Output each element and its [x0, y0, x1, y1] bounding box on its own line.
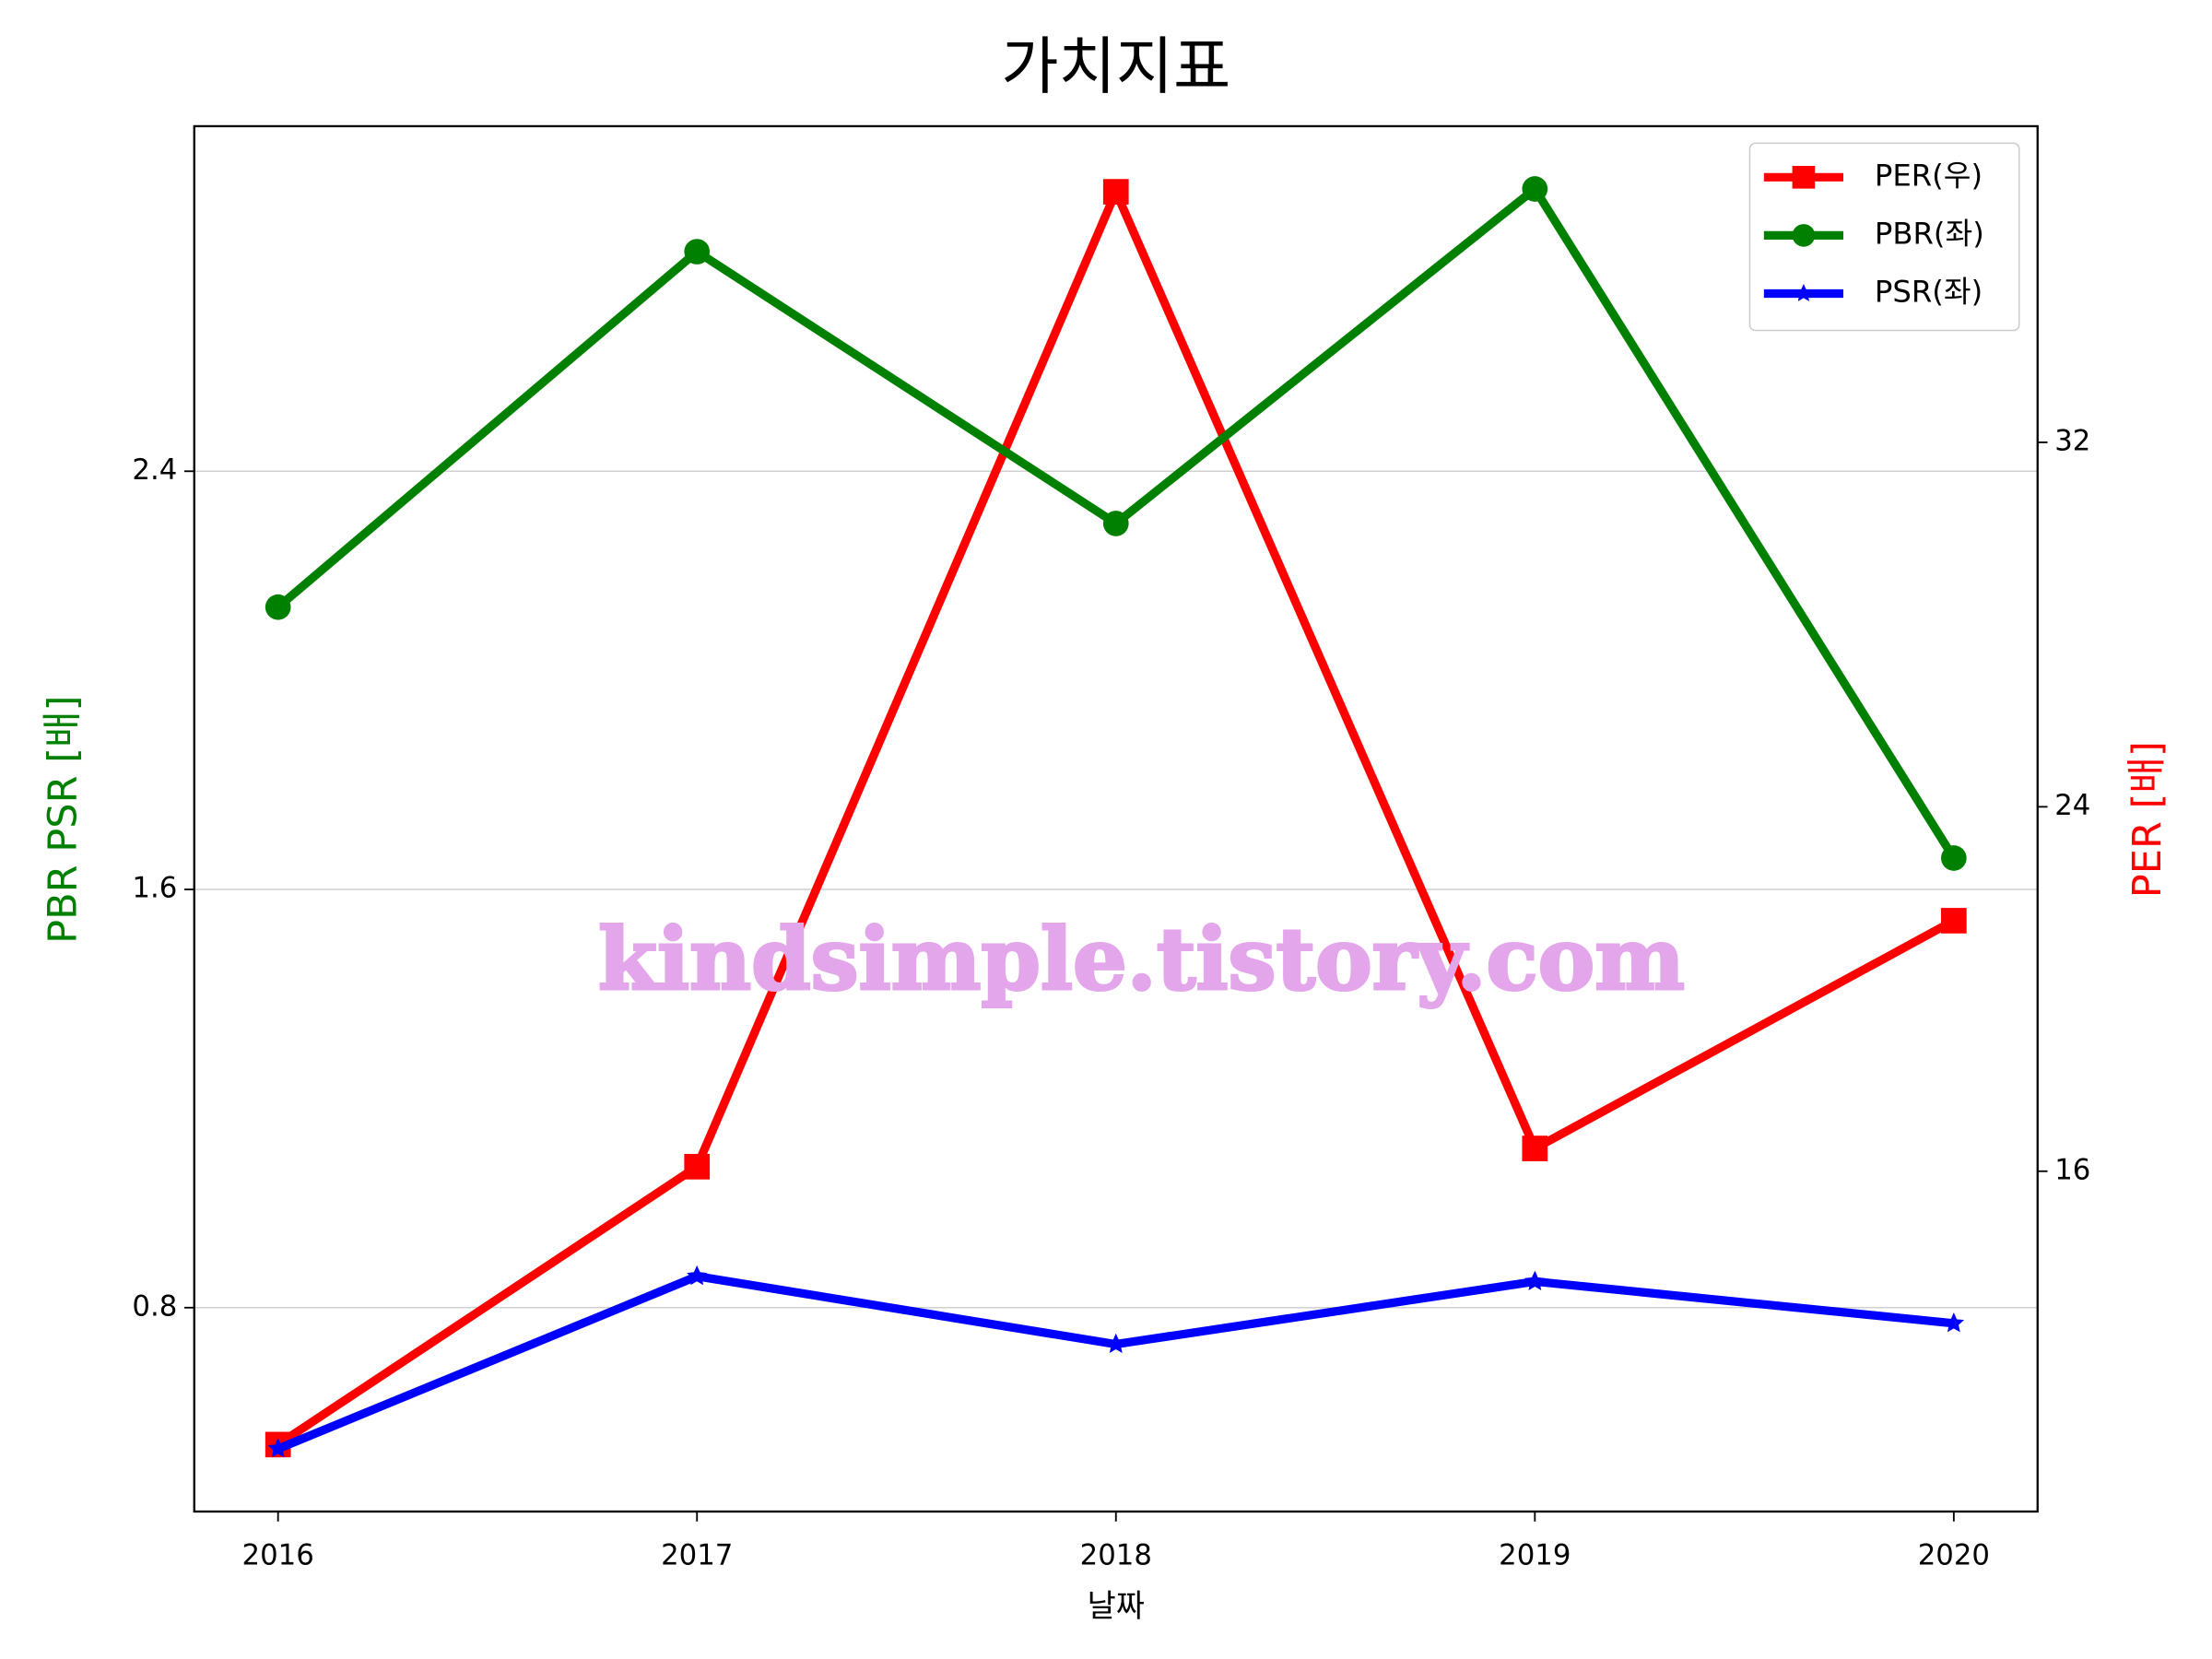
legend-label: PBR(좌)	[1875, 216, 1984, 251]
data-point	[684, 239, 711, 265]
y-axis-label: PBR PSR [배]	[40, 696, 86, 944]
x-tick-label: 2016	[242, 1539, 314, 1572]
data-point	[1102, 179, 1129, 205]
legend-marker	[1792, 166, 1816, 189]
legend-label: PER(우)	[1875, 158, 1983, 193]
data-point	[267, 1438, 288, 1458]
legend-label: PSR(좌)	[1875, 274, 1983, 309]
y2-tick-label: 32	[2054, 424, 2090, 457]
data-point	[1522, 176, 1548, 202]
watermark: kindsimple.tistory.com	[598, 909, 1685, 1009]
legend-marker	[1792, 224, 1816, 247]
data-point	[1105, 1333, 1126, 1353]
chart-title: 가치지표	[1001, 29, 1230, 102]
plot-frame	[193, 124, 2039, 1513]
data-point	[1941, 845, 1967, 871]
data-point	[1522, 1135, 1548, 1161]
x-axis-label: 날짜	[1088, 1588, 1145, 1624]
x-tick-label: 2020	[1918, 1539, 1990, 1572]
y-tick-label: 0.8	[132, 1289, 177, 1323]
data-point	[265, 594, 291, 620]
x-tick-label: 2019	[1499, 1539, 1571, 1572]
y-tick-label: 1.6	[132, 872, 177, 905]
y2-axis-label: PER [배]	[2124, 741, 2171, 898]
data-point	[687, 1265, 708, 1286]
data-point	[684, 1153, 711, 1180]
legend-marker	[1794, 284, 1813, 301]
legend: PER(우) PBR(좌) PSR(좌)	[1748, 142, 2020, 332]
x-tick-label: 2018	[1080, 1539, 1152, 1572]
data-point	[1941, 908, 1967, 934]
y2-tick-label: 16	[2054, 1153, 2090, 1186]
y2-tick-label: 24	[2054, 789, 2090, 822]
data-point	[1524, 1270, 1546, 1290]
legend-box	[1748, 142, 2020, 332]
y-tick-label: 2.4	[132, 453, 177, 487]
data-point	[1943, 1312, 1965, 1333]
data-point	[1102, 511, 1129, 536]
x-tick-label: 2017	[661, 1539, 733, 1572]
